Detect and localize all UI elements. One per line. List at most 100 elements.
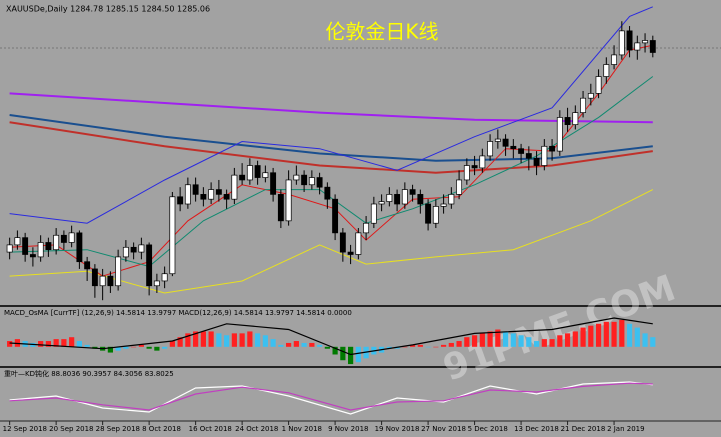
candle-body bbox=[525, 153, 532, 159]
candle-body bbox=[22, 237, 29, 255]
macd-bar bbox=[417, 344, 423, 347]
candle-body bbox=[91, 268, 98, 287]
candle-body bbox=[84, 261, 91, 270]
macd-bar bbox=[53, 339, 59, 347]
candle-body bbox=[115, 256, 122, 287]
candle-body bbox=[262, 172, 269, 178]
macd-bar bbox=[409, 344, 416, 347]
macd-bar bbox=[650, 337, 656, 347]
candle-body bbox=[239, 174, 246, 181]
macd-bar bbox=[634, 327, 640, 347]
chart-title: 伦敦金日K线 bbox=[325, 20, 438, 44]
candle-body bbox=[456, 179, 463, 195]
macd-bar bbox=[642, 333, 648, 347]
candle-body bbox=[587, 93, 594, 99]
macd-bar bbox=[433, 346, 439, 348]
candle-body bbox=[595, 76, 602, 94]
macd-bar bbox=[286, 342, 292, 347]
macd-bar bbox=[38, 341, 44, 347]
candle-body bbox=[541, 145, 548, 166]
macd-bar bbox=[355, 346, 361, 363]
candle-body bbox=[200, 194, 207, 200]
macd-bar bbox=[595, 323, 602, 347]
candle-body bbox=[223, 194, 230, 200]
candle-body bbox=[45, 242, 52, 251]
macd-bar bbox=[231, 333, 237, 347]
candle-body bbox=[417, 194, 424, 205]
candle-body bbox=[440, 203, 447, 207]
indicator-line bbox=[9, 382, 653, 411]
macd-bar bbox=[224, 335, 230, 347]
macd-bar bbox=[603, 321, 609, 347]
chart-subtitle: XAUUSDe,Daily 1284.78 1285.15 1284.50 12… bbox=[6, 5, 210, 14]
macd-bar bbox=[448, 342, 454, 347]
macd-bar bbox=[471, 335, 478, 347]
candle-body bbox=[146, 244, 153, 287]
candle-body bbox=[642, 40, 649, 44]
candle-body bbox=[339, 232, 346, 253]
macd-bar bbox=[526, 337, 532, 347]
macd-bar bbox=[572, 331, 578, 347]
x-tick-label: 16 Oct 2018 bbox=[189, 425, 232, 433]
candle-body bbox=[533, 157, 540, 166]
macd-bar bbox=[169, 341, 175, 347]
candle-body bbox=[6, 244, 13, 253]
candle-body bbox=[394, 194, 401, 205]
pane-title: MACD_OsMA [CurrTF] (12,26,9) 14.5814 13.… bbox=[4, 309, 352, 317]
macd-bar bbox=[425, 346, 431, 348]
candle-body bbox=[76, 232, 83, 263]
macd-bar bbox=[61, 339, 67, 347]
candle-body bbox=[518, 148, 525, 154]
x-tick-label: 20 Sep 2018 bbox=[49, 425, 93, 433]
candle-body bbox=[29, 254, 36, 258]
candle-body bbox=[494, 138, 501, 142]
candle-body bbox=[611, 54, 618, 65]
macd-bar bbox=[162, 346, 168, 349]
macd-bar bbox=[247, 331, 253, 347]
macd-bar bbox=[580, 327, 586, 347]
indicator-line bbox=[9, 92, 653, 124]
macd-bar bbox=[611, 321, 617, 347]
candle-body bbox=[169, 196, 176, 275]
macd-bar bbox=[510, 333, 516, 347]
macd-bar bbox=[115, 346, 121, 351]
candle-body bbox=[479, 155, 486, 169]
candle-body bbox=[107, 275, 114, 287]
macd-bar bbox=[69, 337, 75, 347]
candle-body bbox=[231, 174, 238, 200]
macd-bar bbox=[255, 333, 261, 347]
candle-body bbox=[580, 97, 587, 113]
macd-bar bbox=[200, 331, 206, 347]
macd-bar bbox=[239, 333, 245, 347]
macd-bar bbox=[324, 346, 330, 349]
candle-body bbox=[293, 174, 300, 181]
candle-body bbox=[634, 42, 641, 51]
pane-title: 重叶—KD钝化 88.8036 90.3957 84.3056 83.8025 bbox=[4, 369, 174, 378]
candle-body bbox=[355, 232, 362, 255]
macd-bar bbox=[340, 346, 346, 361]
macd-bar bbox=[185, 333, 191, 347]
candle-body bbox=[177, 196, 184, 205]
candle-body bbox=[603, 64, 610, 77]
macd-bar bbox=[564, 333, 571, 347]
indicator-line bbox=[9, 381, 653, 415]
candle-body bbox=[68, 232, 75, 243]
indicator-line bbox=[9, 317, 653, 356]
macd-bar bbox=[293, 341, 299, 347]
candle-body bbox=[254, 165, 261, 178]
candle-body bbox=[463, 165, 470, 181]
candle-body bbox=[60, 234, 67, 243]
candle-body bbox=[556, 117, 563, 152]
macd-bar bbox=[278, 344, 284, 347]
candle-body bbox=[448, 194, 455, 205]
candle-body bbox=[471, 165, 478, 169]
macd-bar bbox=[541, 339, 547, 347]
macd-bar bbox=[495, 329, 501, 347]
candle-body bbox=[270, 172, 277, 195]
candle-body bbox=[363, 222, 370, 234]
candle-body bbox=[301, 174, 308, 186]
macd-bar bbox=[270, 339, 276, 347]
macd-bar bbox=[301, 342, 307, 347]
